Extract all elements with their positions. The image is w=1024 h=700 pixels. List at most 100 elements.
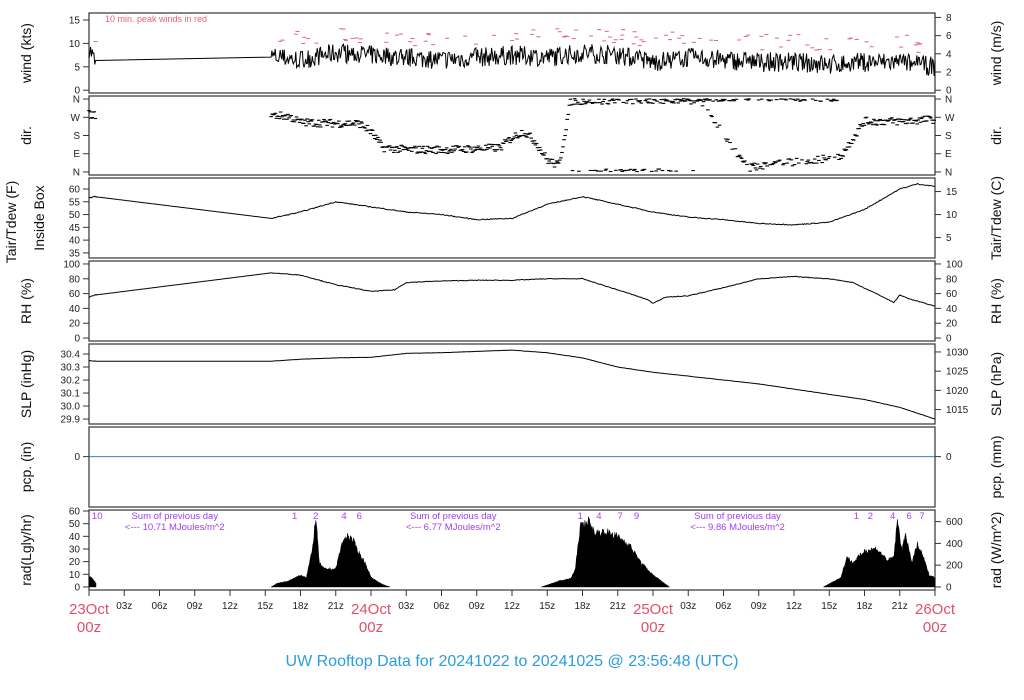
x-tick-label: 18z <box>292 601 308 612</box>
slp-panel-frame <box>88 343 936 425</box>
pcp-ylabel: pcp. (in) <box>18 442 34 493</box>
radiation-area-2 <box>541 516 670 588</box>
day-hour-label: 00z <box>77 619 101 636</box>
wind-ylabel: wind (kts) <box>18 23 34 84</box>
wind-ytick-label: 15 <box>69 16 81 27</box>
dir-y2tick-label: W <box>945 113 955 124</box>
rad-y2tick-label: 200 <box>946 561 963 572</box>
radiation-hour-label: 1 <box>578 511 583 522</box>
rad-ytick-label: 0 <box>74 582 80 593</box>
x-tick-label: 03z <box>116 601 132 612</box>
x-tick-label: 12z <box>504 601 520 612</box>
rh-y2tick-label: 60 <box>946 289 958 300</box>
day-label: 24Oct <box>351 601 392 618</box>
daily-sum-title: Sum of previous day <box>410 511 497 522</box>
x-tick-label: 09z <box>187 601 203 612</box>
radiation-hour-label: 1 <box>292 511 297 522</box>
rh-y2tick-label: 80 <box>946 274 958 285</box>
pcp-y2tick-label: 0 <box>946 452 952 463</box>
rad-y2label: rad (W/m^2) <box>988 512 1004 589</box>
temp-ytick-label: 35 <box>69 248 81 259</box>
temp-y2tick-label: 15 <box>946 187 958 198</box>
day-label: 25Oct <box>633 601 674 618</box>
daily-sum-title: Sum of previous day <box>694 511 781 522</box>
radiation-hour-label: 9 <box>634 511 639 522</box>
x-tick-label: 21z <box>892 601 908 612</box>
radiation-hour-label: 2 <box>868 511 873 522</box>
dir-y2tick-label: S <box>945 131 952 142</box>
rh-y2tick-label: 40 <box>946 304 958 315</box>
rad-ytick-label: 60 <box>69 507 81 518</box>
rh-y2tick-label: 100 <box>946 259 963 270</box>
wind-y2tick-label: 0 <box>946 86 952 97</box>
wind-ytick-label: 0 <box>74 86 80 97</box>
slp-ytick-label: 30.2 <box>61 376 81 387</box>
slp-y2tick-label: 1015 <box>946 405 969 416</box>
wind-speed-line <box>88 43 936 77</box>
slp-line <box>88 349 936 420</box>
temp-ytick-label: 45 <box>69 223 81 234</box>
day-label: 23Oct <box>69 601 110 618</box>
temp-panel-frame <box>88 177 936 259</box>
rad-ytick-label: 50 <box>69 519 81 530</box>
x-tick-label: 06z <box>715 601 731 612</box>
rh-ylabel: RH (%) <box>18 278 34 324</box>
pcp-ytick-label: 0 <box>74 452 80 463</box>
x-tick-label: 12z <box>222 601 238 612</box>
wind-y2tick-label: 2 <box>946 68 952 79</box>
radiation-hour-label: 6 <box>357 511 362 522</box>
x-tick-label: 06z <box>433 601 449 612</box>
radiation-hour-label: 4 <box>341 511 346 522</box>
slp-y2tick-label: 1030 <box>946 347 969 358</box>
x-tick-label: 15z <box>821 601 837 612</box>
rh-line <box>88 272 936 307</box>
rh-ytick-label: 80 <box>69 274 81 285</box>
temp-ytick-label: 40 <box>69 236 81 247</box>
x-tick-label: 15z <box>257 601 273 612</box>
x-tick-label: 15z <box>539 601 555 612</box>
day-hour-label: 00z <box>923 619 947 636</box>
temp-ylabel-inside-box: Inside Box <box>31 185 47 250</box>
rad-ytick-label: 20 <box>69 557 81 568</box>
slp-ytick-label: 30.1 <box>61 389 81 400</box>
dir-ytick-label: N <box>73 167 80 178</box>
radiation-hour-label: 4 <box>890 511 895 522</box>
slp-ytick-label: 30.3 <box>61 363 81 374</box>
temp-y2tick-label: 10 <box>946 210 958 221</box>
temp-ytick-label: 55 <box>69 197 81 208</box>
x-tick-label: 03z <box>398 601 414 612</box>
slp-ytick-label: 30.4 <box>61 350 81 361</box>
radiation-hour-label: 1 <box>854 511 859 522</box>
slp-ylabel: SLP (inHg) <box>18 350 34 418</box>
slp-y2label: SLP (hPa) <box>988 352 1004 416</box>
x-tick-label: 21z <box>328 601 344 612</box>
dir-ytick-label: N <box>73 95 80 106</box>
temp-ytick-label: 60 <box>69 184 81 195</box>
radiation-area-3 <box>823 519 936 588</box>
day-label: 26Oct <box>915 601 956 618</box>
rad-ytick-label: 10 <box>69 570 81 581</box>
x-tick-label: 09z <box>751 601 767 612</box>
x-tick-label: 18z <box>856 601 872 612</box>
wind-ytick-label: 10 <box>69 39 81 50</box>
radiation-hour-label: 7 <box>617 511 622 522</box>
dir-y2label: dir. <box>988 126 1004 145</box>
x-tick-label: 18z <box>574 601 590 612</box>
day-hour-label: 00z <box>359 619 383 636</box>
dir-y2tick-label: N <box>945 167 952 178</box>
daily-sum-title: Sum of previous day <box>131 511 218 522</box>
slp-ytick-label: 30.0 <box>61 402 81 413</box>
dir-ytick-label: E <box>73 149 80 160</box>
wind-y2tick-label: 4 <box>946 49 952 60</box>
temp-ytick-label: 50 <box>69 210 81 221</box>
radiation-hour-label: 2 <box>313 511 318 522</box>
daily-sum-value: <--- 6.77 MJoules/m^2 <box>406 522 500 533</box>
radiation-hour-label: 10 <box>92 511 103 522</box>
radiation-area-1 <box>270 520 391 588</box>
dir-y2tick-label: E <box>945 149 952 160</box>
rh-ytick-label: 60 <box>69 289 81 300</box>
rh-ytick-label: 20 <box>69 319 81 330</box>
rad-ytick-label: 40 <box>69 532 81 543</box>
peak-wind-annotation: 10 min. peak winds in red <box>105 14 207 24</box>
